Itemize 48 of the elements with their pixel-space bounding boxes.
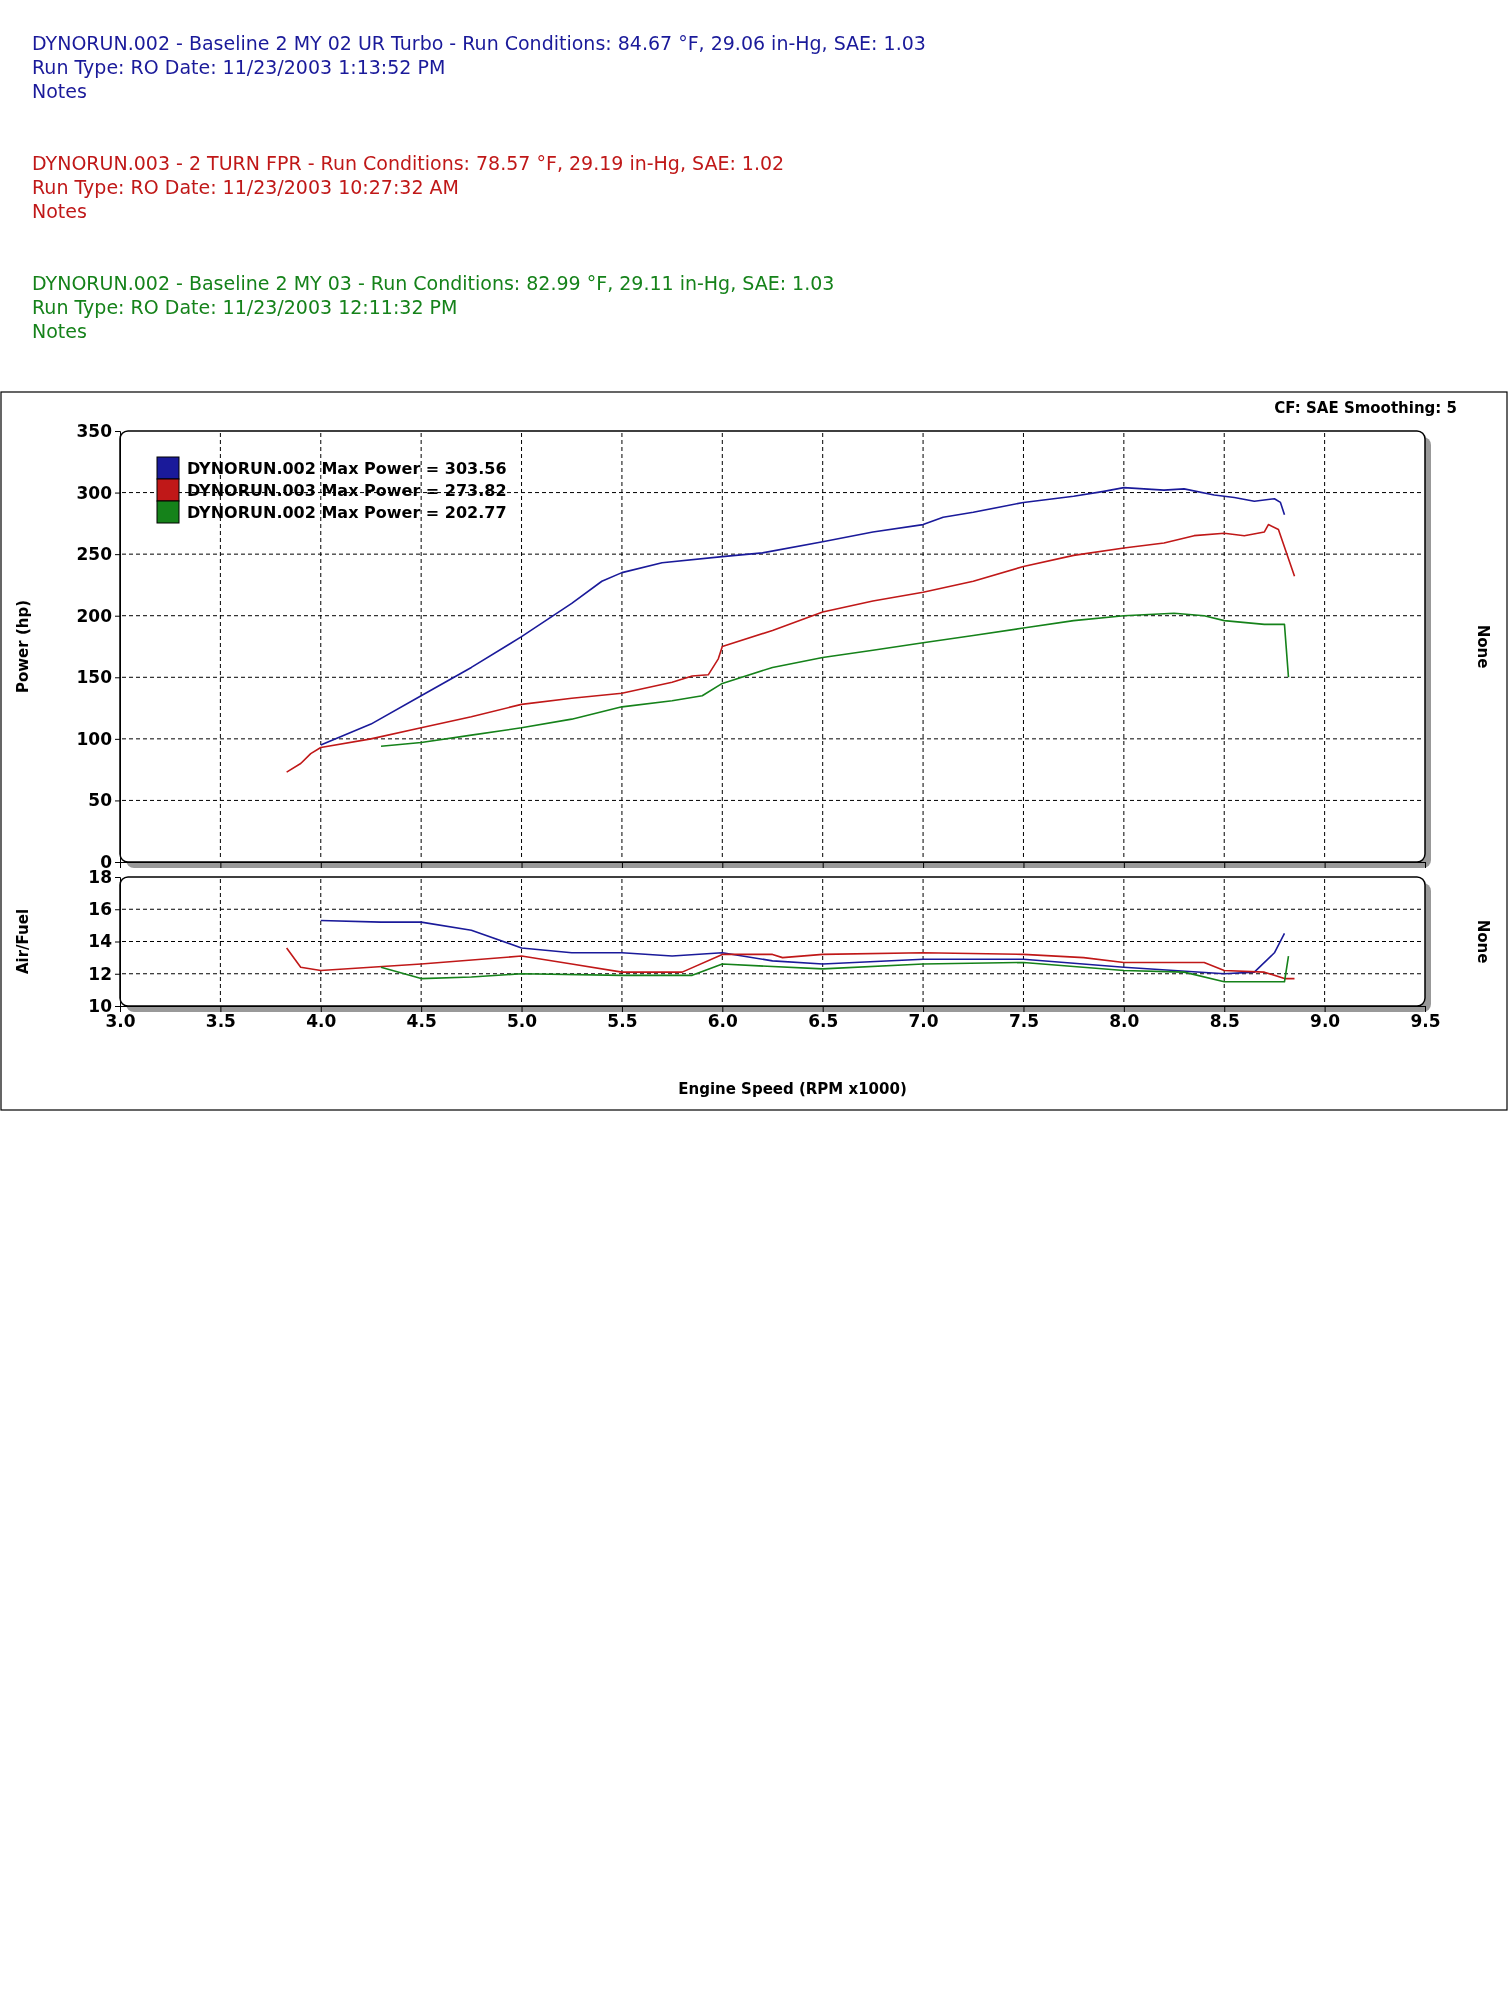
y-tick-label: 100 <box>76 728 113 749</box>
legend-label: DYNORUN.002 Max Power = 303.56 <box>187 459 507 478</box>
x-tick-label: 5.5 <box>607 1011 638 1032</box>
y-tick-label: 150 <box>76 667 113 688</box>
legend-label: DYNORUN.003 Max Power = 273.82 <box>187 481 507 500</box>
text: Run Type: RO Date: 11/23/2003 12:11:32 PM <box>32 296 458 318</box>
x-tick-label: 8.0 <box>1109 1011 1140 1032</box>
y-tick-label: 300 <box>76 482 113 503</box>
x-tick-label: 5.0 <box>506 1011 538 1032</box>
y-axis-title: Air/Fuel <box>14 908 32 975</box>
y-tick-label: 12 <box>88 963 112 984</box>
text: DYNORUN.002 - Baseline 2 MY 03 - Run Conditions: 82.99 °F, 29.11 in-Hg, SAE: 1.03 <box>32 272 835 294</box>
x-tick-label: 6.0 <box>707 1011 739 1032</box>
y-axis-title: Power (hp) <box>14 599 32 694</box>
x-axis-title: Engine Speed (RPM x1000) <box>678 1080 907 1098</box>
x-tick-label: 6.5 <box>808 1011 839 1032</box>
y2-axis-title: None <box>1474 624 1492 669</box>
y-tick-label: 350 <box>76 420 113 441</box>
x-tick-label: 9.5 <box>1410 1011 1441 1032</box>
line-series <box>285 947 1296 980</box>
text: Run Type: RO Date: 11/23/2003 10:27:32 AM <box>32 176 459 198</box>
x-tick-label: 4.0 <box>306 1011 337 1032</box>
x-tick-label: 9.0 <box>1310 1011 1341 1032</box>
line-series <box>285 523 1296 773</box>
text: Run Type: RO Date: 11/23/2003 1:13:52 PM <box>32 56 446 78</box>
text: DYNORUN.003 - 2 TURN FPR - Run Conditions: 78.57 °F, 29.19 in-Hg, SAE: 1.02 <box>32 152 785 174</box>
y2-axis-title: None <box>1474 919 1492 964</box>
x-tick-label: 3.5 <box>205 1011 236 1032</box>
line-series <box>319 486 1286 746</box>
line-series <box>319 919 1286 975</box>
x-tick-label: 7.0 <box>908 1011 939 1032</box>
legend-label: DYNORUN.002 Max Power = 202.77 <box>187 503 507 522</box>
y-tick-label: 14 <box>88 931 113 952</box>
line-series <box>380 612 1290 748</box>
y-tick-label: 250 <box>76 544 113 565</box>
x-tick-label: 3.0 <box>105 1011 136 1032</box>
x-tick-label: 7.5 <box>1008 1011 1040 1032</box>
y-tick-label: 50 <box>88 790 113 811</box>
y-tick-label: 200 <box>76 605 113 626</box>
text: DYNORUN.002 - Baseline 2 MY 02 UR Turbo - Run Conditions: 84.67 °F, 29.06 in-Hg, SAE: 1.03 <box>32 32 926 54</box>
text: Notes <box>32 200 87 222</box>
chart-subtitle: CF: SAE Smoothing: 5 <box>1274 399 1457 417</box>
line-series <box>380 955 1290 983</box>
y-tick-label: 16 <box>88 899 112 920</box>
text: Notes <box>32 320 87 342</box>
x-tick-label: 4.5 <box>406 1011 437 1032</box>
x-tick-label: 8.5 <box>1209 1011 1240 1032</box>
text: Notes <box>32 80 87 102</box>
